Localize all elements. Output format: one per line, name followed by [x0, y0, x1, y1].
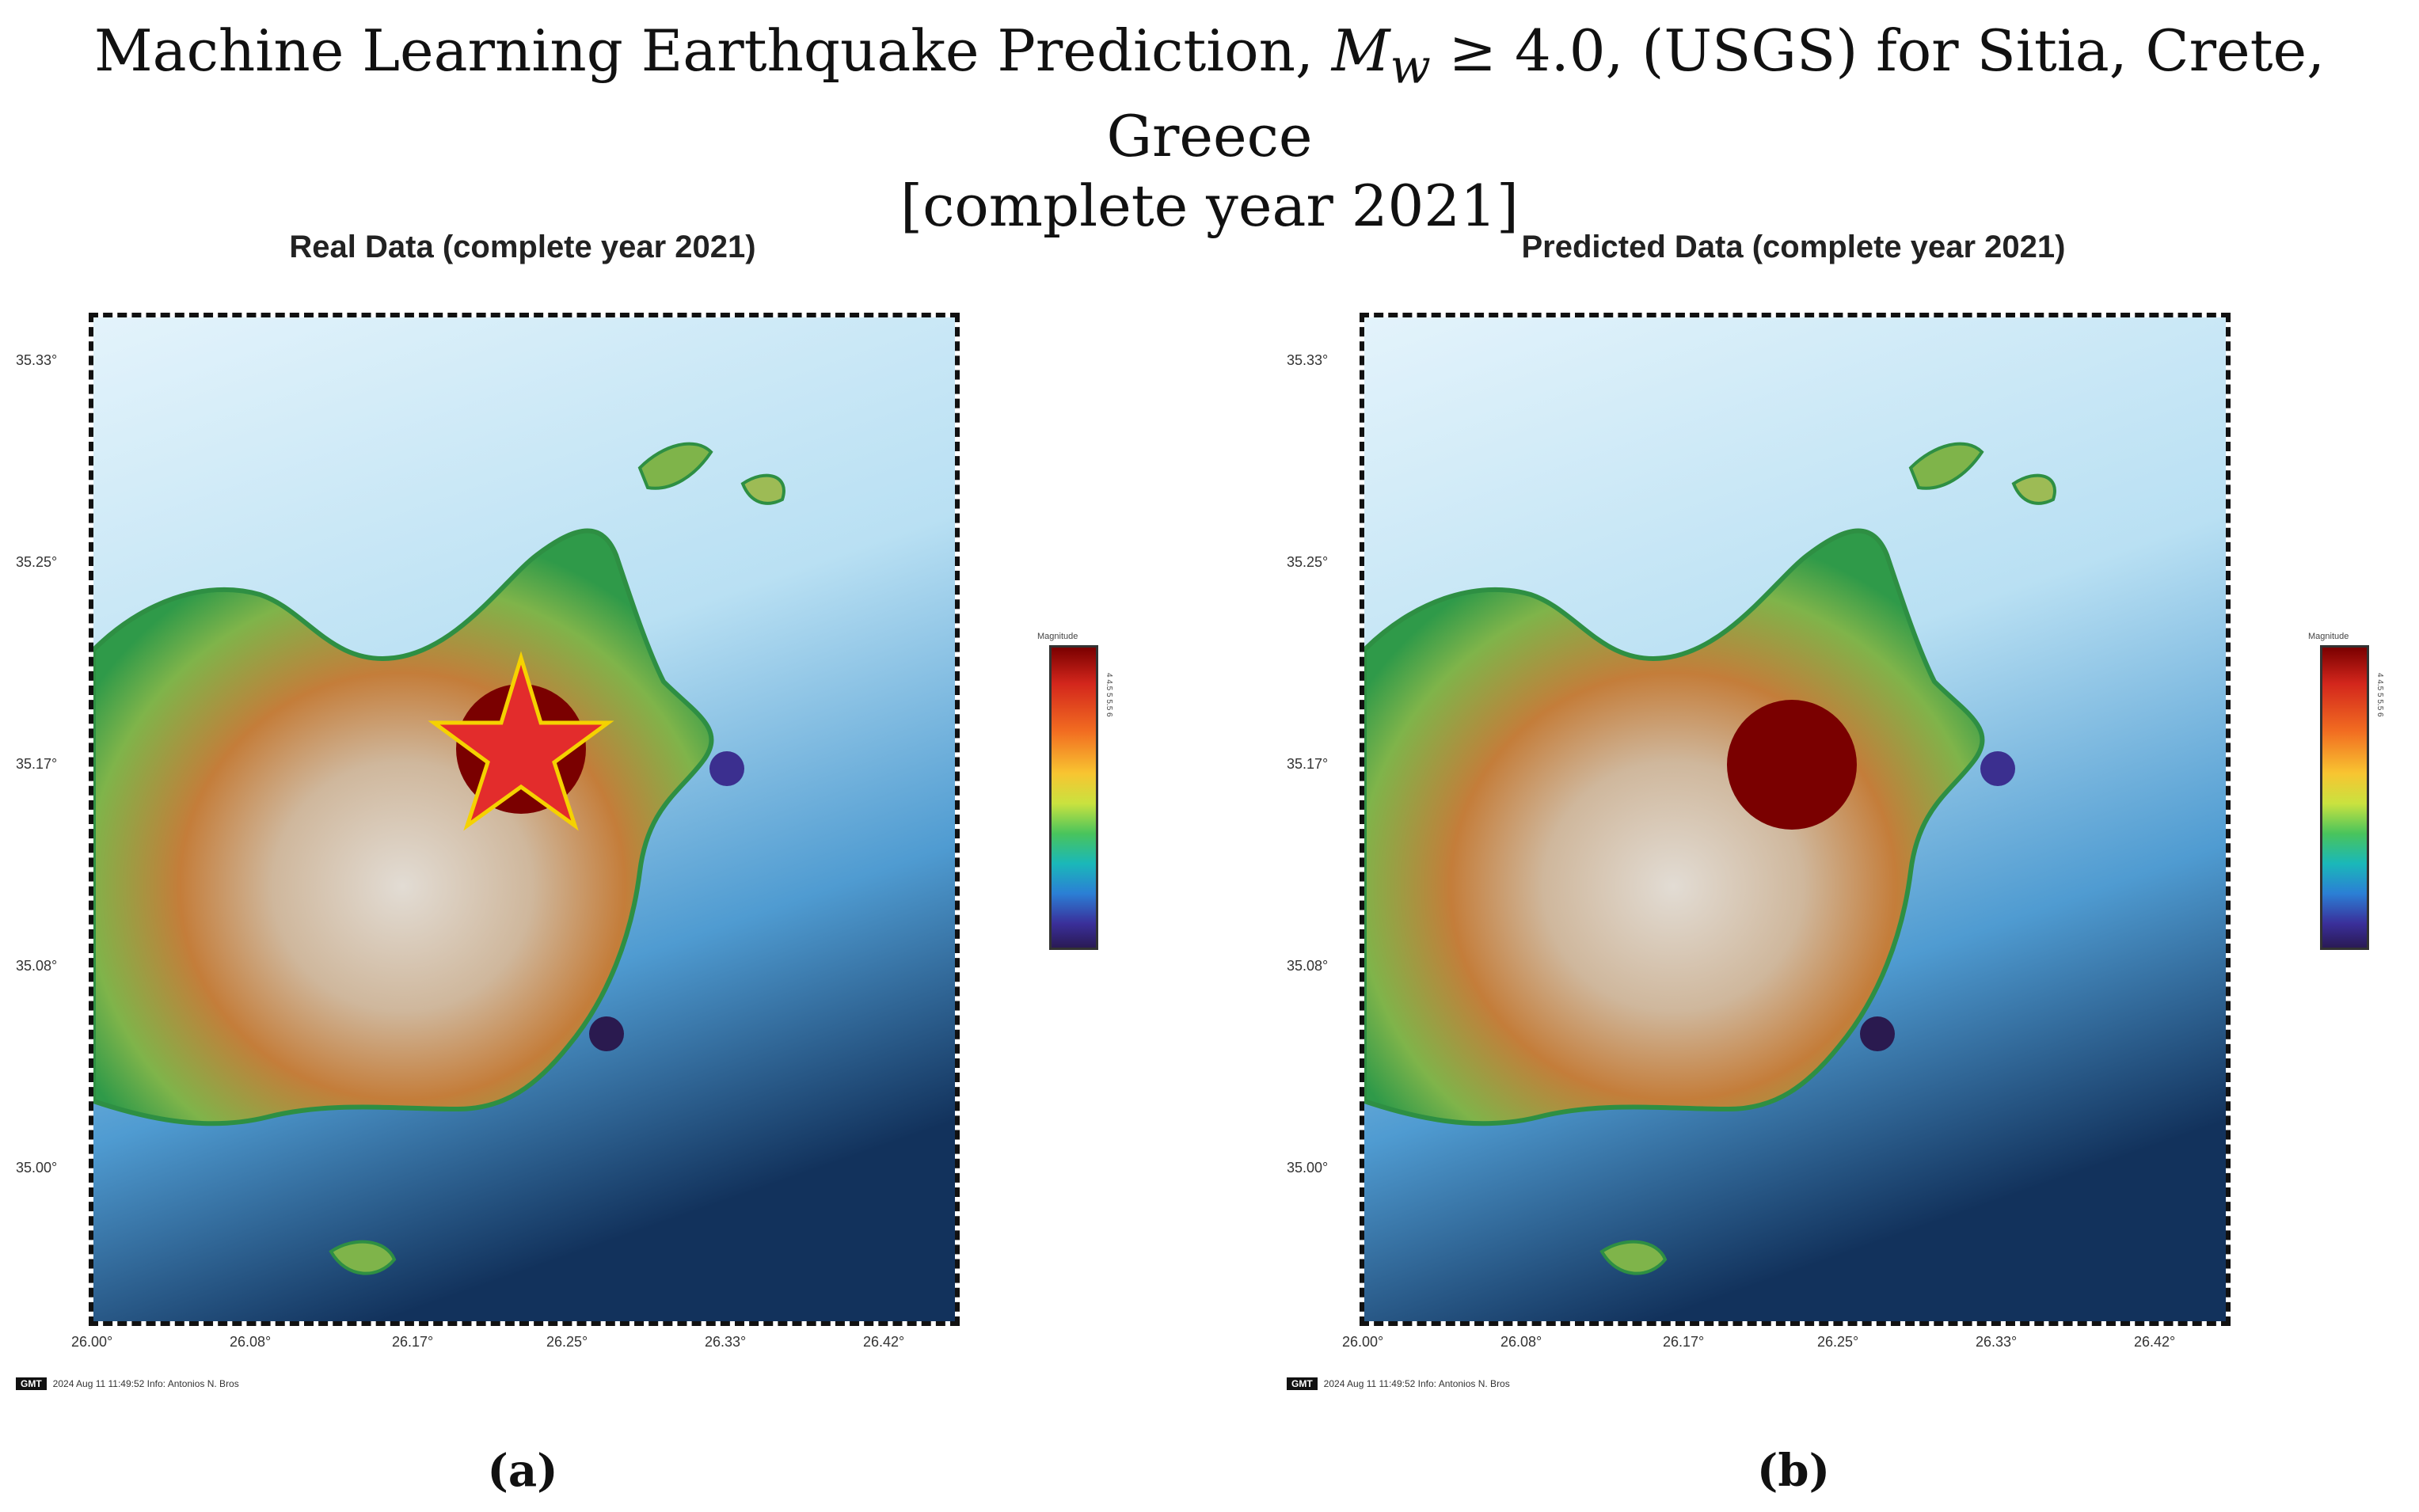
relief-map-predicted	[1364, 317, 2226, 1321]
crete-landmass	[1364, 528, 1985, 1126]
map-frame-predicted	[1360, 313, 2231, 1326]
islet-northeast	[740, 473, 785, 505]
lat-tick: 35.33°	[1287, 352, 1329, 368]
magnitude-colorbar	[1049, 645, 1098, 950]
lon-tick: 26.00°	[71, 1334, 113, 1350]
mw-symbol: Mw	[1331, 17, 1431, 94]
gmt-badge: GMT	[1287, 1377, 1318, 1390]
gmt-stamp: GMT 2024 Aug 11 11:49:52 Info: Antonios N…	[16, 1377, 239, 1390]
islet-northeast	[2011, 473, 2056, 505]
gmt-text: 2024 Aug 11 11:49:52 Info: Antonios N. B…	[52, 1378, 239, 1389]
figure-title-line2: [complete year 2021]	[900, 173, 1519, 240]
panel-predicted: Predicted Data (complete year 2021)	[1287, 230, 2419, 1497]
panel-title-real: Real Data (complete year 2021)	[289, 230, 756, 264]
event-small-south	[589, 1016, 624, 1051]
event-major-circle	[1727, 700, 1857, 830]
epicenter-star	[428, 651, 614, 831]
lon-tick: 26.33°	[705, 1334, 747, 1350]
lat-tick: 35.08°	[1287, 958, 1329, 974]
mw-m: M	[1331, 17, 1390, 84]
islet-south	[329, 1240, 397, 1275]
figure-title: Machine Learning Earthquake Prediction, …	[0, 16, 2419, 241]
lat-tick: 35.17°	[16, 756, 58, 772]
crete-landmass	[93, 528, 714, 1126]
lat-tick: 35.33°	[16, 352, 58, 368]
lon-tick: 26.25°	[1817, 1334, 1859, 1350]
title-suffix: ≥ 4.0, (USGS) for Sitia, Crete, Greece	[1106, 17, 2326, 170]
magnitude-colorbar	[2320, 645, 2369, 950]
gmt-text: 2024 Aug 11 11:49:52 Info: Antonios N. B…	[1323, 1378, 1510, 1389]
colorbar-label: Magnitude	[1037, 632, 1078, 641]
lon-tick: 26.08°	[230, 1334, 272, 1350]
panel-real: Real Data (complete year 2021)	[16, 230, 1219, 1497]
event-small-east	[709, 751, 744, 786]
event-small-east	[1980, 751, 2015, 786]
gmt-stamp: GMT 2024 Aug 11 11:49:52 Info: Antonios N…	[1287, 1377, 1510, 1390]
islet-north	[1908, 442, 1984, 490]
subfigure-caption: (b)	[1756, 1445, 1831, 1497]
event-small-south	[1860, 1016, 1895, 1051]
colorbar-ticks: 4 4.5 5 5.5 6	[1105, 673, 1113, 717]
lon-tick: 26.33°	[1976, 1334, 2018, 1350]
colorbar-ticks: 4 4.5 5 5.5 6	[2375, 673, 2384, 717]
figure-title-line1: Machine Learning Earthquake Prediction, …	[0, 16, 2419, 171]
islet-north	[637, 442, 713, 490]
lat-tick: 35.08°	[16, 958, 58, 974]
lon-tick: 26.17°	[392, 1334, 434, 1350]
mw-sub: w	[1390, 39, 1431, 95]
lon-tick: 26.08°	[1500, 1334, 1542, 1350]
lat-tick: 35.00°	[1287, 1160, 1329, 1176]
title-prefix: Machine Learning Earthquake Prediction,	[93, 17, 1332, 84]
panel-title-predicted: Predicted Data (complete year 2021)	[1521, 230, 2066, 264]
lat-tick: 35.25°	[16, 554, 58, 570]
lon-tick: 26.25°	[546, 1334, 588, 1350]
lat-tick: 35.25°	[1287, 554, 1329, 570]
lon-tick: 26.17°	[1663, 1334, 1705, 1350]
lat-tick: 35.00°	[16, 1160, 58, 1176]
lon-tick: 26.00°	[1342, 1334, 1384, 1350]
lon-tick: 26.42°	[863, 1334, 905, 1350]
gmt-badge: GMT	[16, 1377, 47, 1390]
lat-tick: 35.17°	[1287, 756, 1329, 772]
map-frame-real	[89, 313, 960, 1326]
colorbar-label: Magnitude	[2308, 632, 2349, 641]
subfigure-caption: (a)	[487, 1445, 558, 1497]
islet-south	[1599, 1240, 1668, 1275]
relief-map-real	[93, 317, 955, 1321]
lon-tick: 26.42°	[2134, 1334, 2176, 1350]
